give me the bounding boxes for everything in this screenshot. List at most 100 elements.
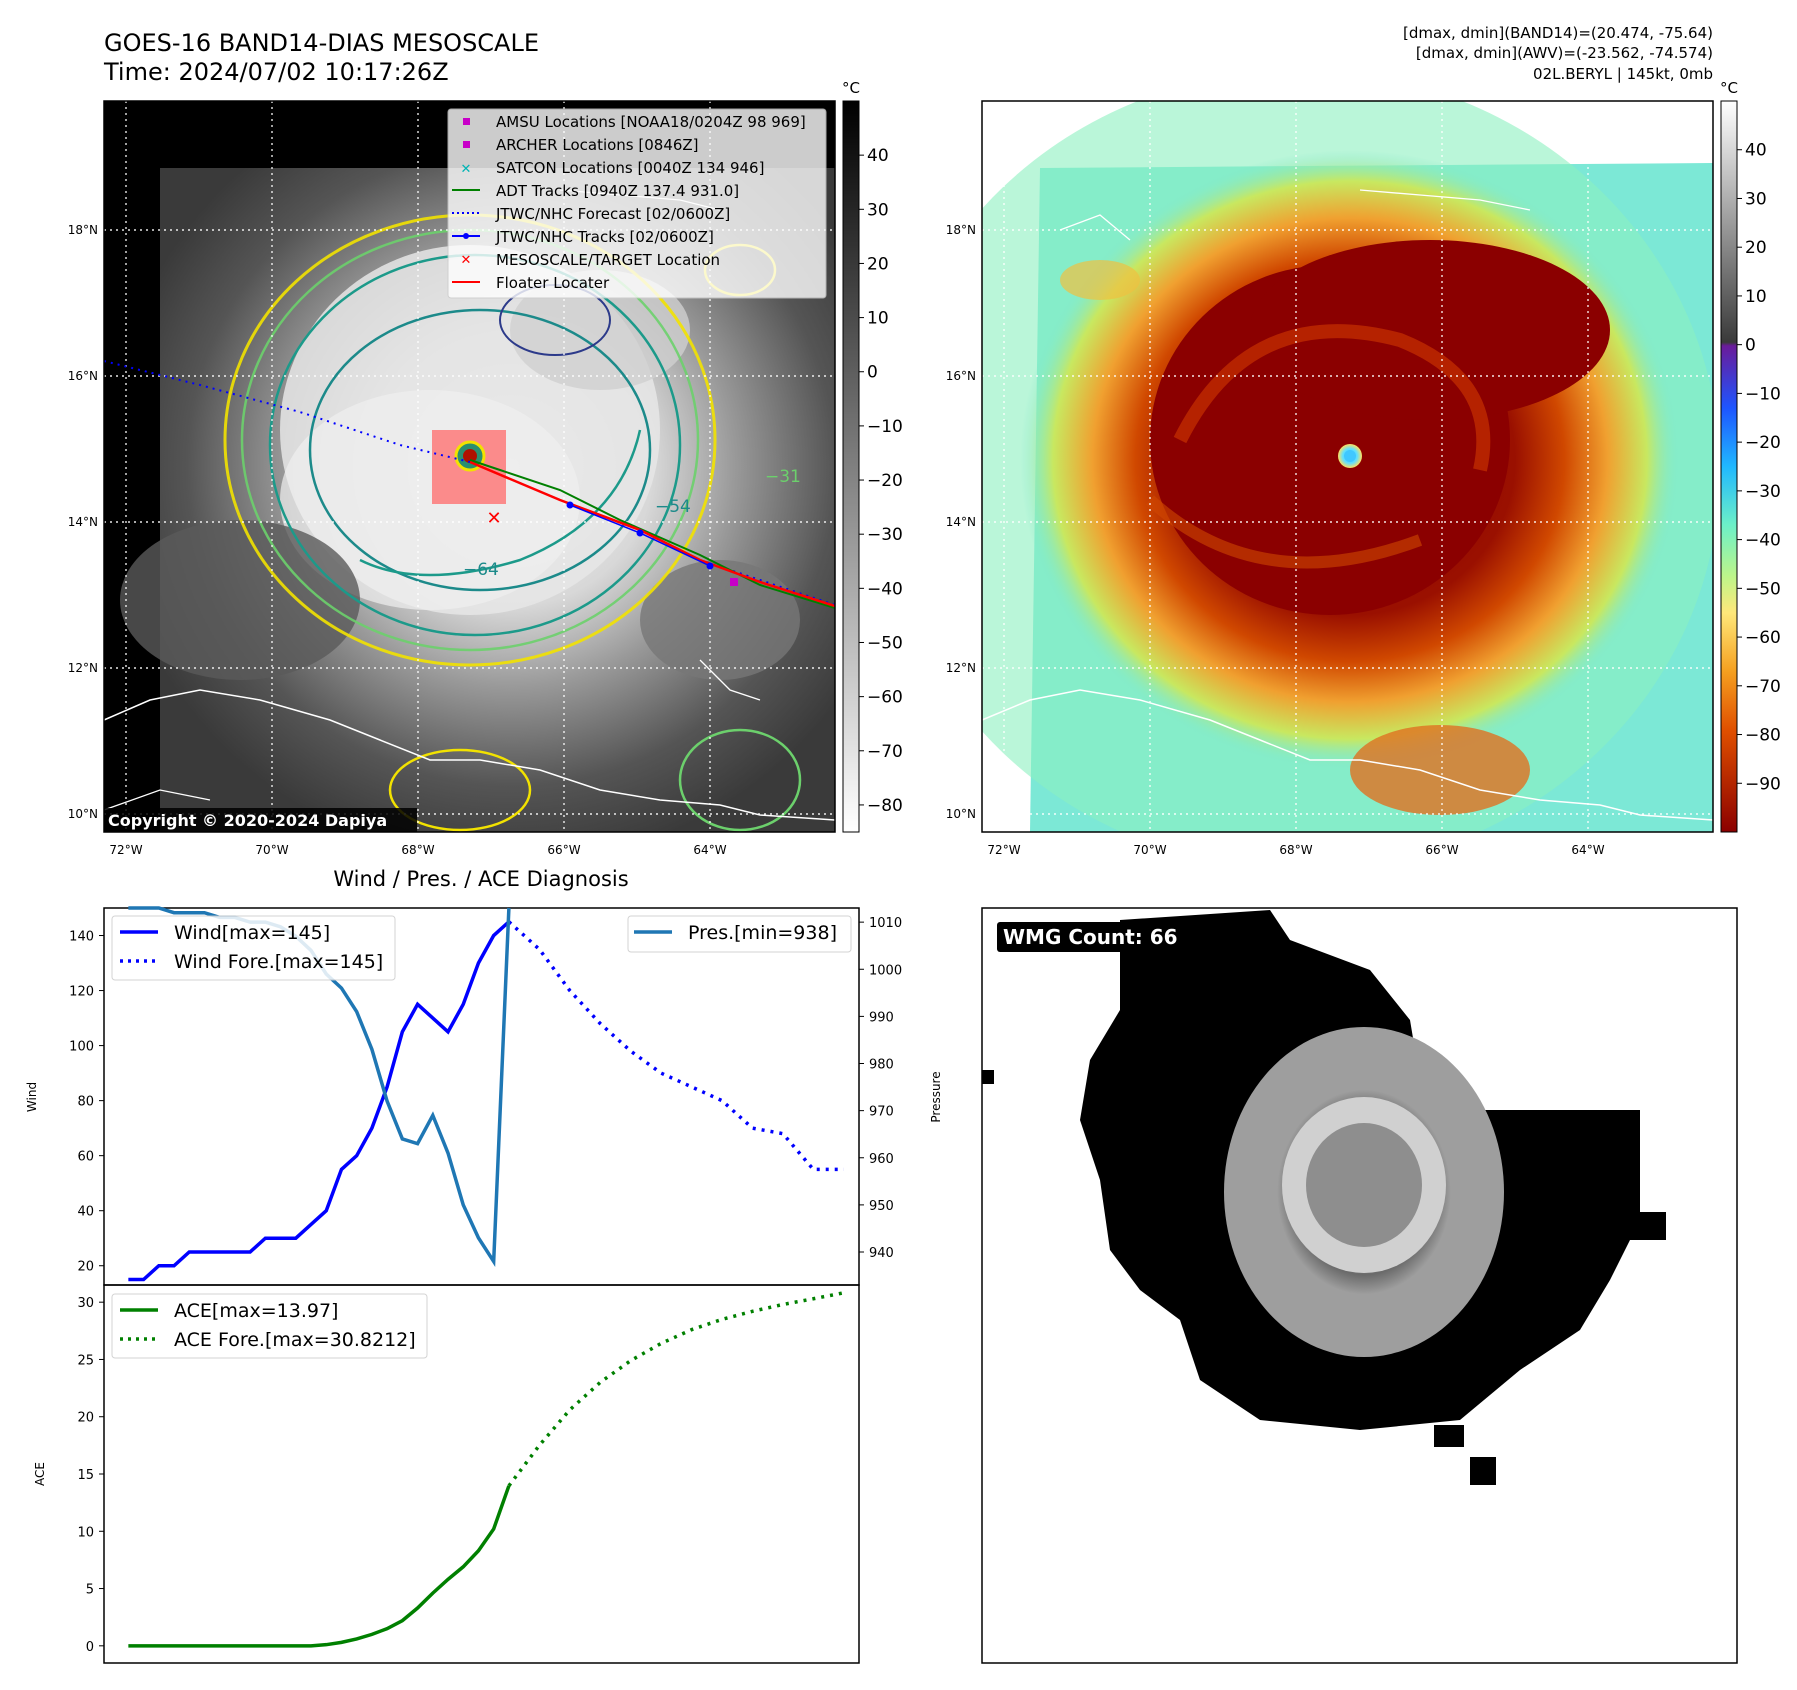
lat-tick-label: 12°N xyxy=(946,661,976,675)
colorbar-tick-label: −30 xyxy=(867,525,903,545)
ace-legend: ACE[max=13.97] ACE Fore.[max=30.8212] xyxy=(111,1293,428,1359)
contour-label-31: −31 xyxy=(765,467,801,487)
ace-tick-label: 15 xyxy=(77,1468,94,1483)
colorbar-tick-label: −30 xyxy=(1745,482,1781,502)
stats-line-1: [dmax, dmin](BAND14)=(20.474, -75.64) xyxy=(1403,24,1713,42)
colorbar-tick-label: 10 xyxy=(867,309,889,329)
floater-track xyxy=(469,460,835,608)
pressure-tick-label: 980 xyxy=(869,1058,894,1073)
ir-cbar-unit: °C xyxy=(842,79,860,97)
pressure-tick-label: 950 xyxy=(869,1199,894,1214)
ace-axis-label: ACE xyxy=(33,1462,47,1486)
copyright-label: Copyright © 2020-2024 Dapiya xyxy=(108,811,387,830)
lat-tick-label: 12°N xyxy=(68,661,98,675)
svg-text:✕: ✕ xyxy=(461,253,472,268)
lat-tick-label: 16°N xyxy=(946,369,976,383)
wind-tick-label: 60 xyxy=(77,1150,94,1165)
colorbar-tick-label: −80 xyxy=(1745,726,1781,746)
colorbar-tick-label: 10 xyxy=(1745,287,1767,307)
lon-tick-label: 70°W xyxy=(255,843,288,857)
ir-colorbar xyxy=(842,100,860,833)
ace-line xyxy=(128,1485,511,1648)
legend-wind: Wind[max=145] xyxy=(174,922,330,944)
ace-plot: 0 5 10 15 20 25 30 xyxy=(77,1291,845,1655)
colorbar-tick-label: −70 xyxy=(1745,677,1781,697)
colorbar-tick-label: 20 xyxy=(1745,238,1767,258)
lon-tick-label: 72°W xyxy=(987,843,1020,857)
legend-pressure: Pres.[min=938] xyxy=(688,922,837,944)
colorbar-tick-label: −80 xyxy=(867,796,903,816)
figure-title: GOES-16 BAND14-DIAS MESOSCALE xyxy=(104,29,539,57)
ace-tick-label: 10 xyxy=(77,1525,94,1540)
colorbar-tick-label: −50 xyxy=(1745,579,1781,599)
ace-forecast-line xyxy=(507,1291,845,1487)
ir-colorbar-ticks: 40 30 20 10 0 −10 −20 −30 −40 −50 −60 −70 −80 xyxy=(859,146,903,816)
wmg-count-label: WMG Count: 66 xyxy=(1003,925,1178,949)
ace-tick-label: 30 xyxy=(77,1296,94,1311)
wind-forecast-line xyxy=(507,920,844,1172)
colorbar-tick-label: 30 xyxy=(867,200,889,220)
lat-tick-label: 18°N xyxy=(68,223,98,237)
colorbar-tick-label: −70 xyxy=(867,742,903,762)
lon-tick-label: 68°W xyxy=(1279,843,1312,857)
color-ir-cbar-unit: °C xyxy=(1720,79,1738,97)
lon-tick-label: 66°W xyxy=(547,843,580,857)
colorbar-tick-label: −50 xyxy=(867,633,903,653)
lat-tick-label: 18°N xyxy=(946,223,976,237)
lat-tick-label: 14°N xyxy=(68,515,98,529)
svg-text:✕: ✕ xyxy=(461,162,472,177)
pressure-tick-label: 990 xyxy=(869,1010,894,1025)
wind-tick-label: 80 xyxy=(77,1095,94,1110)
legend-satcon: SATCON Locations [0040Z 134 946] xyxy=(496,159,764,177)
lat-tick-label: 16°N xyxy=(68,369,98,383)
pressure-tick-label: 970 xyxy=(869,1105,894,1120)
colorbar-tick-label: −60 xyxy=(867,688,903,708)
pressure-tick-label: 1010 xyxy=(869,916,902,931)
target-marker: ✕ xyxy=(486,508,501,529)
pressure-tick-label: 940 xyxy=(869,1246,894,1261)
colorbar-tick-label: 0 xyxy=(1745,336,1756,356)
lat-tick-label: 10°N xyxy=(946,807,976,821)
colorbar-tick-label: 20 xyxy=(867,254,889,274)
pressure-axis-label: Pressure xyxy=(929,1071,943,1122)
colorbar-tick-label: −90 xyxy=(1745,774,1781,794)
legend-ace-forecast: ACE Fore.[max=30.8212] xyxy=(174,1329,416,1351)
colorbar-tick-label: −20 xyxy=(867,471,903,491)
lon-tick-label: 64°W xyxy=(1571,843,1604,857)
lon-tick-label: 66°W xyxy=(1425,843,1458,857)
ace-tick-label: 0 xyxy=(86,1640,94,1655)
lon-tick-label: 72°W xyxy=(109,843,142,857)
wind-line xyxy=(128,920,511,1282)
ir-map-ticks: 18°N 16°N 14°N 12°N 10°N 72°W 70°W 68°W 66°W 64°W xyxy=(68,223,727,857)
figure-time: Time: 2024/07/02 10:17:26Z xyxy=(103,58,449,86)
pressure-legend: Pres.[min=938] xyxy=(627,915,852,953)
legend-target: MESOSCALE/TARGET Location xyxy=(496,251,720,269)
legend-floater: Floater Locater xyxy=(496,274,610,292)
lon-tick-label: 64°W xyxy=(693,843,726,857)
contour-label-54: −54 xyxy=(655,497,691,517)
lat-tick-label: 14°N xyxy=(946,515,976,529)
colorbar-tick-label: −20 xyxy=(1745,433,1781,453)
legend-ace: ACE[max=13.97] xyxy=(174,1300,338,1322)
wind-legend: Wind[max=145] Wind Fore.[max=145] xyxy=(111,915,396,981)
legend-amsu: AMSU Locations [NOAA18/0204Z 98 969] xyxy=(496,113,806,131)
lat-tick-label: 10°N xyxy=(68,807,98,821)
colorbar-tick-label: −10 xyxy=(1745,384,1781,404)
legend-forecast: JTWC/NHC Forecast [02/0600Z] xyxy=(495,205,730,223)
color-ir-map-panel xyxy=(982,101,1713,832)
legend-archer: ARCHER Locations [0846Z] xyxy=(496,136,699,154)
wind-tick-label: 100 xyxy=(69,1040,94,1055)
colorbar-tick-label: 30 xyxy=(1745,189,1767,209)
map-legend: ✕ ✕ AMSU Locations [NOAA18/0204Z 98 969]… xyxy=(447,108,827,299)
stats-line-3: 02L.BERYL | 145kt, 0mb xyxy=(1533,65,1713,83)
wind-tick-label: 140 xyxy=(69,930,94,945)
ace-tick-label: 5 xyxy=(86,1583,94,1598)
wind-tick-label: 40 xyxy=(77,1205,94,1220)
lon-tick-label: 68°W xyxy=(401,843,434,857)
lon-tick-label: 70°W xyxy=(1133,843,1166,857)
color-ir-colorbar xyxy=(1720,100,1738,833)
legend-adt: ADT Tracks [0940Z 137.4 931.0] xyxy=(496,182,739,200)
ace-tick-label: 20 xyxy=(77,1411,94,1426)
colorbar-tick-label: −60 xyxy=(1745,628,1781,648)
